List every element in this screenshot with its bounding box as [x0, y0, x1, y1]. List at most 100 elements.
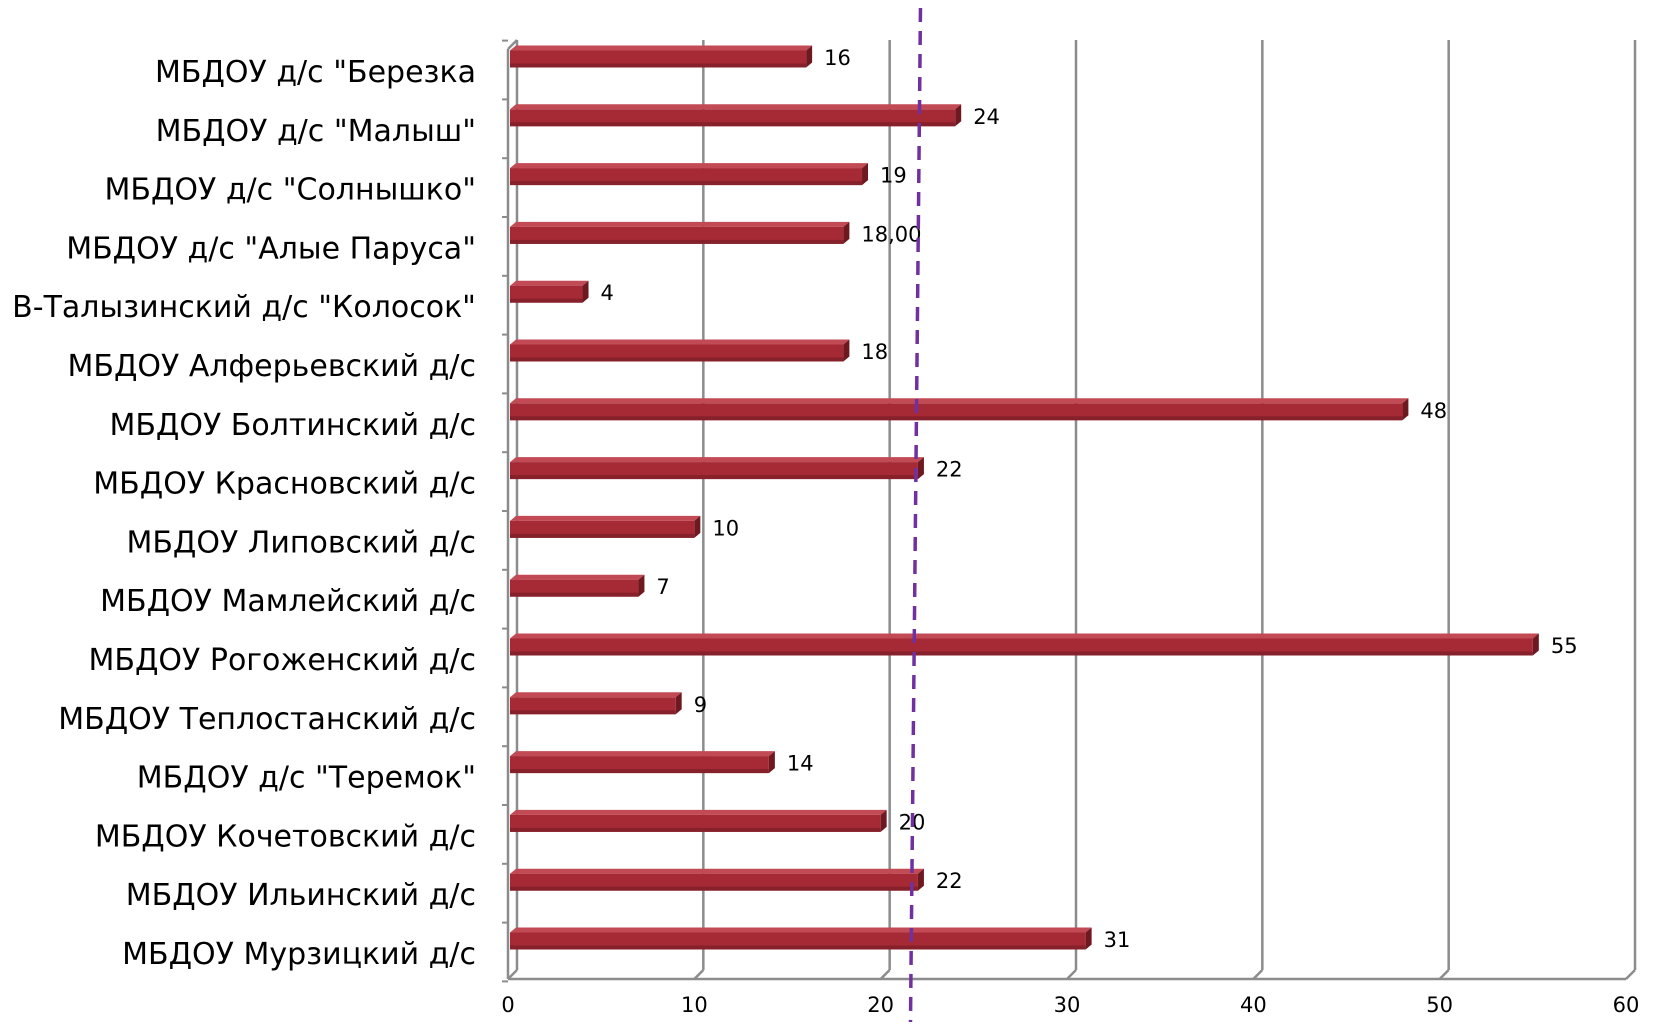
gridline-foot	[1625, 969, 1636, 980]
bar-top-face	[510, 163, 869, 169]
gridline-foot	[693, 969, 705, 980]
bar-front-face	[510, 932, 1086, 950]
bar-front-face	[510, 168, 863, 186]
bar-shade	[510, 416, 1403, 421]
bar-front-face	[510, 403, 1403, 421]
category-label: МБДОУ д/с "Малыш"	[156, 114, 476, 149]
bar	[510, 574, 645, 597]
bar-front-face	[510, 814, 881, 832]
data-label: 22	[936, 869, 963, 893]
bar-side-face	[1085, 927, 1092, 950]
bar-shade	[510, 592, 639, 597]
bar-side-face	[694, 515, 701, 538]
category-label: МБДОУ д/с "Березка	[155, 55, 476, 90]
bar-side-face	[862, 163, 869, 186]
bar-shade	[510, 533, 695, 538]
gridline-foot	[507, 969, 518, 980]
bar-front-face	[510, 50, 807, 68]
bar-top-face	[510, 339, 850, 345]
bar-shade	[510, 945, 1086, 950]
bar-top-face	[510, 45, 813, 51]
bar	[510, 515, 701, 538]
bar	[510, 692, 682, 715]
bar-side-face	[638, 574, 645, 597]
bar-top-face	[510, 221, 850, 227]
bar-top-face	[510, 104, 962, 110]
bar-front-face	[510, 109, 956, 127]
category-label: МБДОУ Теплостанский д/с	[58, 702, 476, 737]
bar-shade	[510, 710, 676, 715]
reference-line-layer	[908, 7, 923, 1023]
bar-shade	[510, 886, 918, 891]
bar-top-face	[510, 751, 775, 757]
category-label: МБДОУ Рогоженский д/с	[89, 643, 476, 678]
bar-front-face	[510, 873, 918, 891]
bar-front-face	[510, 226, 844, 244]
bar-side-face	[955, 104, 962, 127]
bar-side-face	[917, 457, 924, 480]
bar-shade	[510, 475, 918, 480]
category-label: МБДОУ д/с "Алые Паруса"	[66, 231, 476, 266]
bar-side-face	[1402, 398, 1409, 421]
bar-shade	[510, 298, 583, 303]
category-label: МБДОУ Мамлейский д/с	[100, 584, 476, 619]
data-label: 10	[712, 516, 739, 540]
data-label: 22	[936, 458, 963, 482]
gridline-foot	[1252, 969, 1264, 980]
category-label: МБДОУ Болтинский д/с	[109, 408, 476, 443]
bar-side-face	[917, 868, 924, 891]
labels: 0 10 20 30 40 50 60 16 МБДОУ д/с "Березка 24 МБДОУ…	[12, 46, 1639, 1017]
bar-front-face	[510, 344, 844, 362]
bar	[510, 457, 924, 480]
bar-shade	[510, 357, 844, 362]
axis-corner	[507, 39, 518, 50]
bar-side-face	[1532, 633, 1539, 656]
bars	[510, 45, 1539, 950]
data-label: 14	[787, 752, 814, 776]
category-label: МБДОУ Красновский д/с	[93, 467, 476, 502]
category-label: В-Талызинский д/с "Колосок"	[12, 290, 476, 325]
category-label: МБДОУ Алферьевский д/с	[68, 349, 477, 384]
x-tick-label: 40	[1240, 993, 1267, 1017]
bar-top-face	[510, 280, 589, 286]
category-label: МБДОУ Ильинский д/с	[126, 878, 476, 913]
data-label: 18,00	[861, 222, 921, 246]
bar-side-face	[843, 221, 850, 244]
bar-top-face	[510, 457, 924, 463]
gridline-foot	[879, 969, 891, 980]
bar-top-face	[510, 868, 924, 874]
bar-top-face	[510, 809, 887, 815]
bar	[510, 45, 813, 68]
gridlines	[507, 40, 1637, 980]
gridline-foot	[1438, 969, 1450, 980]
x-tick-label: 10	[681, 993, 708, 1017]
x-tick-label: 50	[1426, 993, 1453, 1017]
x-tick-label: 30	[1054, 993, 1081, 1017]
bar-side-face	[768, 751, 775, 774]
bar-shade	[510, 122, 956, 127]
bar-side-face	[880, 809, 887, 832]
bar-front-face	[510, 697, 676, 715]
bar-shade	[510, 769, 769, 774]
bar-top-face	[510, 927, 1092, 933]
bar	[510, 280, 589, 303]
bar	[510, 104, 962, 127]
bar-side-face	[582, 280, 589, 303]
bar-shade	[510, 239, 844, 244]
bar-top-face	[510, 692, 682, 698]
bar	[510, 927, 1092, 950]
bar	[510, 398, 1409, 421]
bar-shade	[510, 63, 807, 68]
bar-top-face	[510, 515, 701, 521]
bar-front-face	[510, 285, 583, 303]
bar-front-face	[510, 638, 1533, 656]
bar	[510, 221, 850, 244]
bar-side-face	[806, 45, 813, 68]
data-label: 4	[601, 281, 614, 305]
x-tick-label: 60	[1613, 993, 1640, 1017]
gridline-foot	[1066, 969, 1077, 980]
x-tick-label: 20	[867, 993, 894, 1017]
reference-line	[908, 7, 923, 1023]
bar-front-face	[510, 579, 639, 597]
